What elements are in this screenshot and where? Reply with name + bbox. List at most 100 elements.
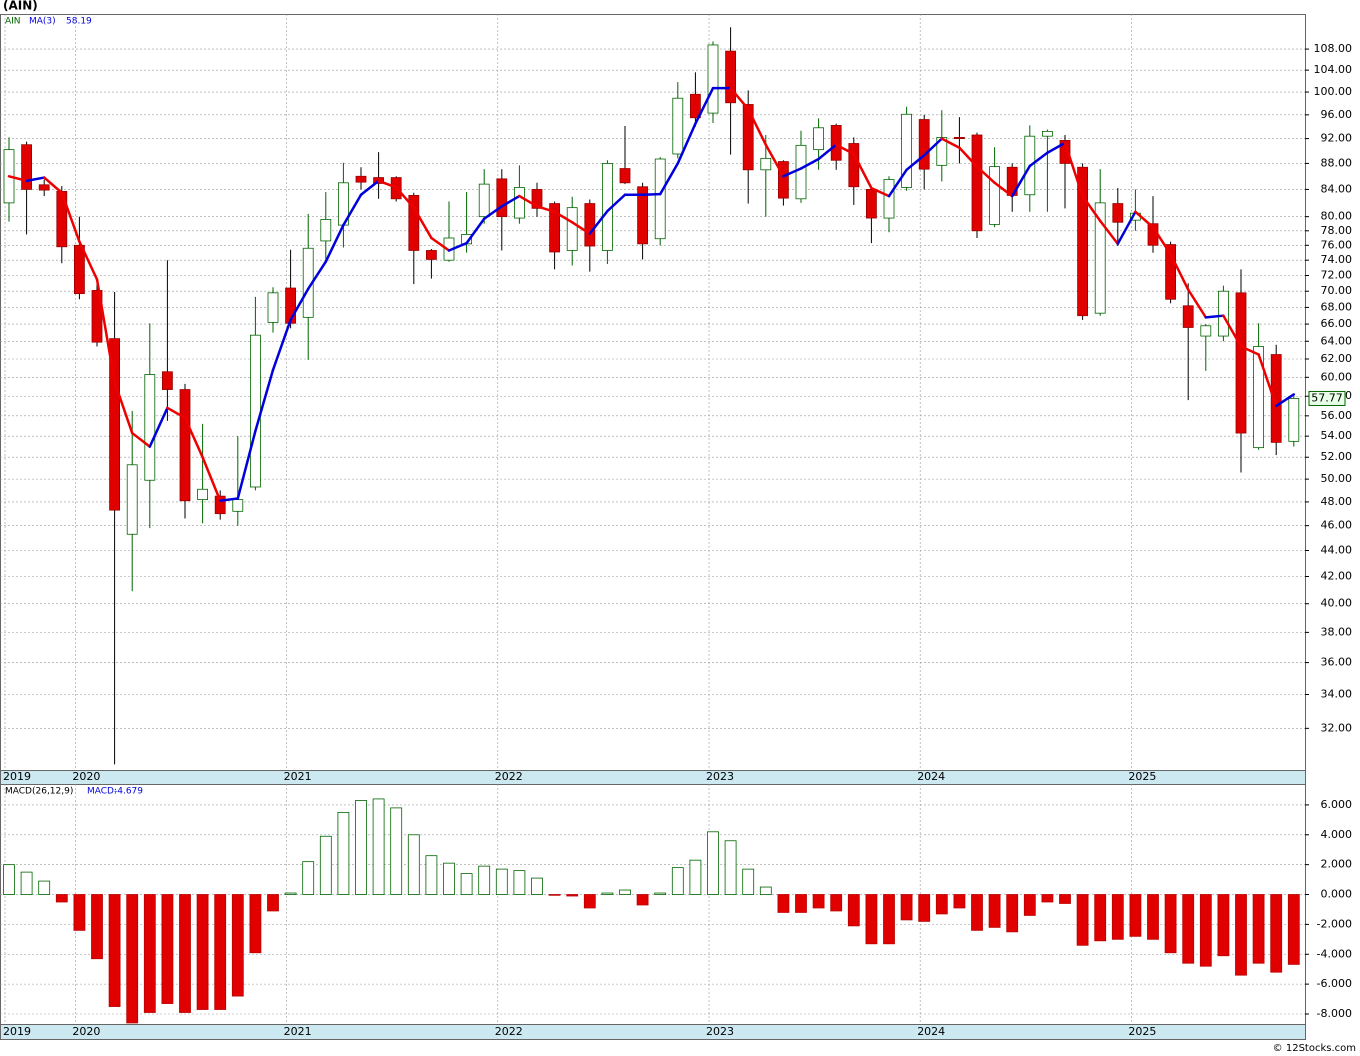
ma-line: [553, 210, 574, 224]
candle-body: [197, 488, 209, 500]
y-tick-label: 36.00: [1321, 656, 1353, 669]
candle-body: [672, 97, 684, 155]
y-tick-label: -8.000: [1317, 1007, 1352, 1020]
macd-bar: [425, 855, 438, 895]
candle-body: [742, 104, 754, 171]
y-tick-label: -2.000: [1317, 917, 1352, 930]
macd-bar: [847, 894, 860, 927]
macd-bar: [795, 894, 807, 913]
macd-bar: [1270, 894, 1283, 973]
candle-body: [1200, 325, 1212, 337]
macd-bar: [1023, 894, 1036, 916]
y-tick-label: 68.00: [1321, 300, 1353, 313]
candle-body: [74, 244, 85, 295]
candle-body: [496, 178, 508, 218]
macd-legend: MACD(26,12,9): [5, 787, 73, 797]
candle-body: [690, 93, 701, 119]
macd-bar: [267, 894, 279, 912]
candle-body: [707, 44, 719, 114]
candle-body: [1112, 203, 1124, 223]
macd-bar: [126, 894, 139, 1024]
y-tick-label: 52.00: [1321, 450, 1353, 463]
y-tick-label: 6.000: [1321, 798, 1353, 811]
candle-body: [91, 290, 103, 343]
y-tick-label: 96.00: [1321, 108, 1353, 121]
legend-ticker: AIN: [5, 17, 21, 27]
y-tick-label: 80.00: [1321, 210, 1353, 223]
macd-bar: [724, 840, 737, 895]
candle-body: [760, 157, 772, 171]
ma-line: [7, 175, 28, 183]
y-tick-label: 78.00: [1321, 224, 1353, 237]
macd-bar: [337, 811, 350, 895]
ma-line: [78, 240, 99, 281]
candle-body: [126, 464, 138, 535]
macd-bar: [513, 870, 526, 895]
candle-body: [514, 187, 525, 219]
ma-line: [412, 206, 433, 240]
ma-line: [25, 176, 46, 183]
candle-body: [531, 189, 543, 209]
macd-bar: [883, 894, 895, 945]
year-strip: [0, 1024, 1306, 1040]
macd-bar: [1041, 894, 1054, 903]
ma-line: [1098, 219, 1120, 246]
x-tick-label: 2023: [706, 770, 734, 783]
ma-line: [166, 406, 187, 420]
macd-bar: [231, 894, 244, 997]
x-tick-label: 2020: [72, 770, 100, 783]
macd-bar: [390, 807, 403, 895]
candle-body: [21, 144, 33, 190]
candle-body: [214, 495, 226, 515]
candle-body: [901, 113, 912, 188]
ma-line: [271, 318, 292, 372]
macd-bar: [918, 894, 931, 922]
y-tick-label: -6.000: [1317, 977, 1352, 990]
y-tick-label: 76.00: [1321, 238, 1353, 251]
ma-line: [1046, 141, 1067, 154]
macd-bar: [1111, 894, 1124, 940]
y-tick-label: 46.00: [1321, 519, 1353, 532]
candle-body: [1253, 346, 1264, 449]
x-tick-label: 2025: [1128, 770, 1156, 783]
candle-body: [425, 250, 437, 260]
candle-body: [1059, 140, 1071, 164]
candle-body: [637, 186, 648, 245]
ma-line: [940, 137, 961, 150]
ma-line: [975, 165, 996, 185]
x-tick-label: 2021: [284, 1025, 312, 1038]
ma-line: [324, 223, 345, 263]
ma-line: [430, 236, 451, 252]
ma-line: [42, 176, 64, 194]
chart-title: (AIN): [3, 0, 38, 13]
ma-line: [658, 162, 680, 196]
candle-body: [866, 189, 877, 219]
y-tick-label: 44.00: [1321, 544, 1353, 557]
macd-bar: [548, 894, 561, 896]
y-tick-label: 108.00: [1314, 42, 1353, 55]
ma-line: [993, 181, 1014, 198]
ma-line: [60, 191, 81, 243]
macd-bar: [495, 868, 508, 895]
macd-bar: [38, 880, 51, 895]
candle-body: [584, 203, 596, 247]
macd-bar: [619, 889, 631, 895]
ma-line: [1134, 210, 1155, 229]
macd-bar: [812, 894, 825, 909]
y-tick-label: 32.00: [1321, 721, 1353, 734]
macd-bar: [249, 894, 262, 954]
macd-bar: [55, 894, 68, 903]
ma-line: [1081, 194, 1102, 223]
macd-bar: [460, 873, 473, 895]
macd-bar: [830, 894, 843, 912]
ma-line: [1274, 393, 1296, 408]
candle-body: [989, 166, 1000, 225]
candle-body: [654, 158, 666, 240]
ma-line: [377, 179, 398, 189]
y-tick-label: 92.00: [1321, 132, 1353, 145]
candle-body: [320, 219, 332, 242]
ma-line: [236, 429, 257, 500]
y-tick-label: 64.00: [1321, 334, 1353, 347]
y-tick-label: 42.00: [1321, 569, 1353, 582]
macd-bar: [161, 894, 174, 1004]
